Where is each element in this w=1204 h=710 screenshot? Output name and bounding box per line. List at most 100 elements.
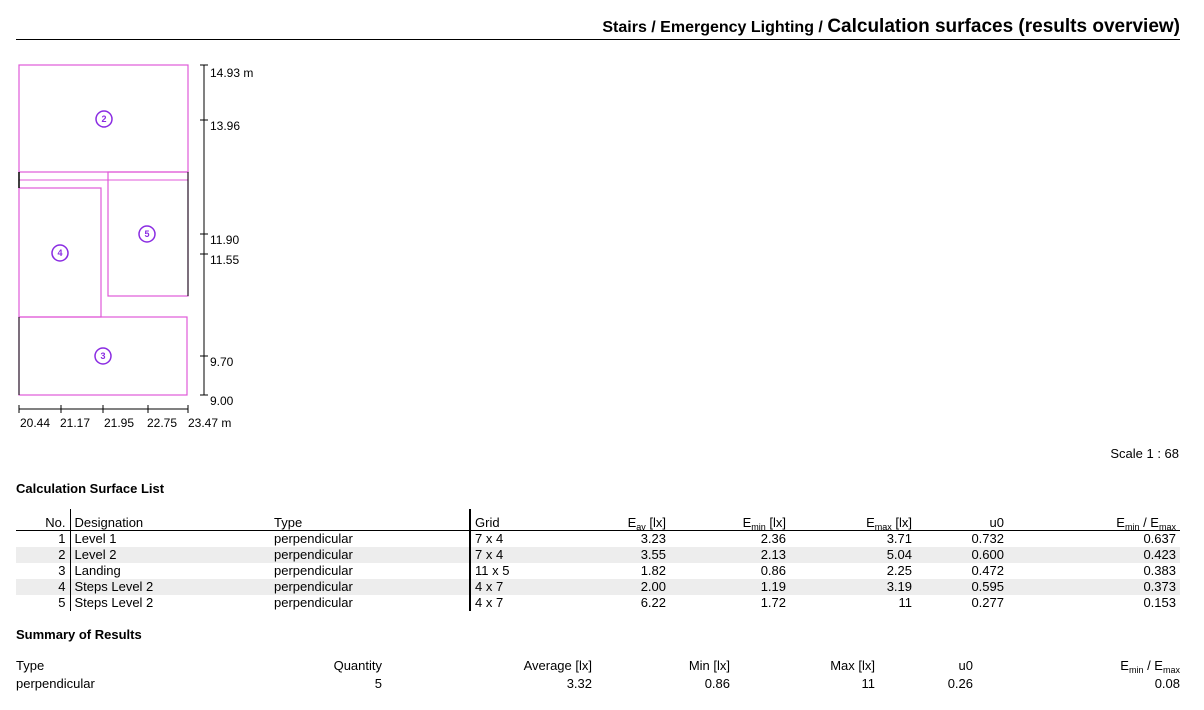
summary-cell-max: 11: [861, 675, 876, 691]
page-header: Stairs / Emergency Lighting / Calculatio…: [16, 16, 1180, 40]
cell-grid: 7 x 4: [469, 547, 540, 563]
cell-eav: 3.23: [640, 531, 666, 546]
x-tick-label: 21.17: [60, 416, 90, 430]
cell-no: 5: [58, 595, 66, 610]
breadcrumb: Stairs / Emergency Lighting /: [602, 19, 828, 36]
cell-ratio: 0.383: [1143, 563, 1176, 578]
cell-emin: 1.72: [760, 595, 786, 610]
cell-no: 1: [58, 531, 66, 546]
cell-u0: 0.732: [971, 531, 1004, 546]
cell-u0: 0.600: [916, 547, 1008, 563]
surface-2-outline: [18, 64, 189, 173]
cell-eav: 2.00: [540, 579, 670, 595]
cell-no: 2: [16, 547, 70, 563]
svg-text:5: 5: [144, 229, 149, 239]
cell-emax: 2.25: [886, 563, 912, 578]
cell-type: perpendicular: [270, 579, 470, 595]
cell-eav: 6.22: [640, 595, 666, 610]
summary-col-quantity: Quantity: [333, 657, 382, 673]
table-row: 3 Landing perpendicular 11 x 5 1.82 0.86…: [16, 563, 1180, 579]
calculation-surface-plan: 2 3 4 5 14.93 m 13.96 11.90 11.55 9.70 9…: [18, 64, 253, 430]
cell-type: perpendicular: [274, 531, 353, 546]
svg-text:4: 4: [57, 248, 62, 258]
page-title: Calculation surfaces (results overview): [827, 16, 1180, 37]
table-header-row: No. Designation Type Grid Eav [lx] Emin …: [16, 509, 1180, 532]
cell-designation: Level 2: [69, 547, 270, 563]
cell-emin: 2.13: [670, 547, 790, 563]
summary-col-max: Max [lx]: [830, 657, 875, 673]
cell-emax: 3.19: [790, 579, 916, 595]
col-header-u0: u0: [916, 509, 1008, 531]
summary-cell-u0: 0.26: [947, 675, 973, 691]
cell-eav: 3.55: [540, 547, 670, 563]
summary-cell-quantity: 5: [374, 675, 382, 691]
summary-header-row: Type Quantity Average [lx] Min [lx] Max …: [16, 656, 1180, 675]
cell-type: perpendicular: [270, 547, 470, 563]
cell-emin: 1.19: [670, 579, 790, 595]
cell-u0: 0.472: [971, 563, 1004, 578]
y-tick-label: 11.55: [210, 253, 239, 267]
surface-marker-4: 4: [51, 244, 69, 262]
col-header-emax: Emax [lx]: [790, 509, 916, 532]
cell-emin: 0.86: [760, 563, 786, 578]
summary-cell-min: 0.86: [704, 675, 730, 691]
surface-marker-3: 3: [94, 347, 112, 365]
col-header-type: Type: [270, 509, 470, 531]
summary-col-u0: u0: [958, 657, 973, 673]
table-row: 4 Steps Level 2 perpendicular 4 x 7 2.00…: [16, 579, 1180, 595]
cell-no: 4: [16, 579, 70, 595]
cell-designation: Level 1: [69, 530, 270, 547]
y-tick-label: 9.70: [210, 355, 234, 369]
cell-eav: 1.82: [640, 563, 666, 578]
cell-type: perpendicular: [274, 563, 353, 578]
surface-marker-5: 5: [138, 225, 156, 243]
cell-emax: 5.04: [790, 547, 916, 563]
svg-text:2: 2: [101, 114, 106, 124]
scale-label: Scale 1 : 68: [1110, 446, 1179, 461]
cell-no: 3: [58, 563, 66, 578]
cell-u0: 0.595: [916, 579, 1008, 595]
x-tick-label: 23.47 m: [188, 416, 231, 430]
summary-col-average: Average [lx]: [523, 657, 592, 673]
summary-cell-type: perpendicular: [16, 675, 95, 691]
col-header-grid: Grid: [469, 509, 540, 531]
summary-col-type: Type: [16, 657, 45, 673]
cell-u0: 0.277: [971, 595, 1004, 610]
y-tick-label: 14.93 m: [210, 66, 253, 80]
summary-col-ratio: Emin / Emax: [1120, 657, 1180, 675]
summary-cell-average: 3.32: [566, 675, 592, 691]
y-tick-label: 11.90: [210, 233, 239, 247]
surface-list-table: No. Designation Type Grid Eav [lx] Emin …: [16, 509, 1180, 611]
cell-ratio: 0.637: [1143, 531, 1176, 546]
table-row: 5 Steps Level 2 perpendicular 4 x 7 6.22…: [16, 595, 1180, 611]
cell-emax: 3.71: [886, 531, 912, 546]
summary-col-min: Min [lx]: [688, 657, 730, 673]
summary-row: perpendicular 5 3.32 0.86 11 0.26 0.08: [16, 674, 1180, 692]
svg-text:3: 3: [100, 351, 105, 361]
col-header-no: No.: [16, 509, 70, 531]
col-header-emin: Emin [lx]: [670, 509, 790, 532]
cell-grid: 4 x 7: [469, 579, 540, 595]
summary-table: Type Quantity Average [lx] Min [lx] Max …: [16, 656, 1180, 692]
cell-emax: 11: [898, 595, 913, 610]
cell-emin: 2.36: [760, 531, 786, 546]
surface-list-title: Calculation Surface List: [16, 481, 165, 496]
table-row: 1 Level 1 perpendicular 7 x 4 3.23 2.36 …: [16, 530, 1180, 547]
cell-ratio: 0.423: [1008, 547, 1180, 563]
table-row: 2 Level 2 perpendicular 7 x 4 3.55 2.13 …: [16, 547, 1180, 563]
cell-grid: 4 x 7: [469, 595, 540, 611]
cell-designation: Steps Level 2: [69, 595, 270, 611]
col-header-designation: Designation: [69, 509, 270, 531]
cell-designation: Steps Level 2: [69, 579, 270, 595]
cell-grid: 7 x 4: [469, 530, 540, 547]
x-tick-label: 22.75: [147, 416, 177, 430]
cell-ratio: 0.153: [1143, 595, 1176, 610]
x-tick-label: 20.44: [20, 416, 50, 430]
y-tick-label: 13.96: [210, 119, 240, 133]
summary-title: Summary of Results: [16, 627, 142, 642]
col-header-eav: Eav [lx]: [540, 509, 670, 532]
cell-ratio: 0.373: [1008, 579, 1180, 595]
cell-grid: 11 x 5: [469, 563, 540, 579]
cell-type: perpendicular: [274, 595, 353, 610]
surface-marker-2: 2: [95, 110, 113, 128]
